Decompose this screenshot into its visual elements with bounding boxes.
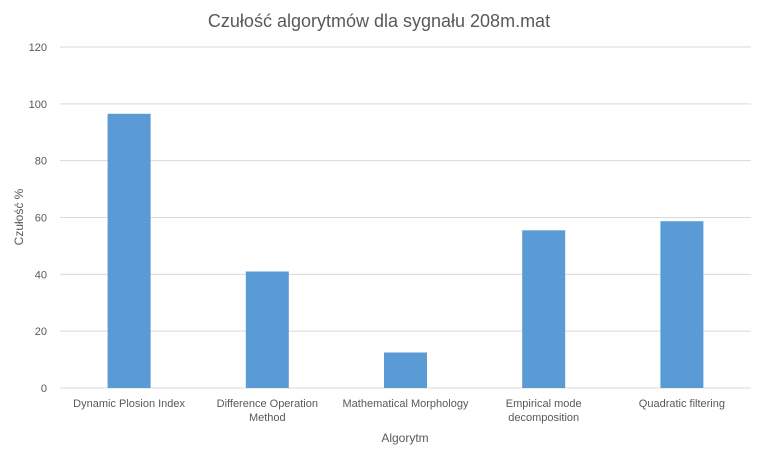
y-tick-label: 100 <box>29 99 47 111</box>
y-tick-label: 80 <box>35 156 47 168</box>
y-tick-label: 60 <box>35 213 47 225</box>
y-tick-label: 40 <box>35 269 47 281</box>
gridlines <box>60 46 751 389</box>
y-axis-ticks: 0 20 40 60 80 100 120 <box>29 42 47 395</box>
chart-title: Czułość algorytmów dla sygnału 208m.mat <box>208 11 550 31</box>
x-category-label: Difference Operation <box>217 398 318 410</box>
x-category-label: Dynamic Plosion Index <box>73 398 185 410</box>
x-category-label: Mathematical Morphology <box>343 398 469 410</box>
bar <box>384 352 427 388</box>
x-category-label: Method <box>249 412 286 424</box>
bar <box>522 230 566 388</box>
bar <box>107 113 151 388</box>
y-tick-label: 120 <box>29 42 47 54</box>
x-category-label: decomposition <box>508 412 579 424</box>
x-axis-title: Algorytm <box>381 431 428 445</box>
bar <box>245 271 289 388</box>
y-tick-label: 0 <box>41 383 47 395</box>
x-category-label: Empirical mode <box>506 398 582 410</box>
bars <box>107 113 704 388</box>
y-tick-label: 20 <box>35 326 47 338</box>
bar <box>660 221 704 388</box>
x-axis-categories: Dynamic Plosion Index Difference Operatio… <box>73 398 725 424</box>
y-axis-title: Czułość % <box>12 188 26 245</box>
x-category-label: Quadratic filtering <box>639 398 725 410</box>
